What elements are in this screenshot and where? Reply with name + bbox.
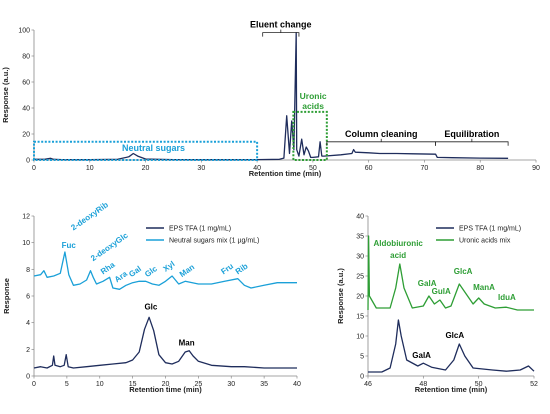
peak-label: 2-deoxyGlc — [89, 231, 130, 263]
peak-label: Rha — [99, 260, 117, 276]
y-axis-label: Response — [2, 278, 11, 314]
y-tick-label: 2 — [26, 347, 30, 354]
x-tick-label: 50 — [475, 381, 483, 388]
peak-label: Man — [178, 262, 196, 279]
y-axis-label: Response (a.u.) — [336, 268, 345, 324]
y-tick-label: 0 — [26, 158, 30, 165]
y-tick-label: 100 — [18, 28, 30, 35]
legend-entry: Neutral sugars mix (1 µg/mL) — [169, 238, 259, 245]
peak-label: GlcA — [445, 331, 464, 340]
x-tick-label: 20 — [162, 381, 170, 388]
peak-label: Aldobiuronic — [374, 239, 424, 248]
x-tick-label: 10 — [86, 165, 94, 172]
x-tick-label: 70 — [421, 165, 429, 172]
peak-label: acid — [390, 251, 406, 260]
x-tick-label: 0 — [32, 381, 36, 388]
x-axis-label: Retention time (min) — [415, 385, 488, 394]
y-tick-label: 0 — [360, 374, 364, 381]
y-tick-label: 40 — [356, 214, 364, 221]
region-box — [33, 140, 259, 162]
y-tick-label: 25 — [356, 274, 364, 281]
series-line-1 — [368, 319, 535, 373]
y-tick-label: 12 — [22, 214, 30, 221]
x-axis-label: Retention time (min) — [129, 385, 202, 394]
region-label: Neutral sugars — [122, 143, 185, 153]
y-tick-label: 20 — [356, 294, 364, 301]
peak-label: GulA — [432, 287, 451, 296]
y-tick-label: 10 — [356, 334, 364, 341]
y-axis-label: Response (a.u.) — [1, 67, 10, 123]
panel-bottom-right-chromatogram: 46 48 50 52 0 5 10 15 20 25 30 35 40 Retention time (… — [336, 214, 538, 395]
y-tick-label: 8 — [26, 267, 30, 274]
peak-label: 2-deoxyRib — [69, 200, 110, 232]
x-tick-label: 46 — [364, 381, 372, 388]
x-tick-label: 80 — [476, 165, 484, 172]
peak-label: GalA — [418, 279, 437, 288]
x-tick-label: 90 — [532, 165, 540, 172]
region-label: acids — [302, 101, 324, 111]
legend-entry: Uronic acids mix — [459, 238, 511, 245]
x-tick-label: 40 — [293, 381, 301, 388]
x-tick-label: 50 — [309, 165, 317, 172]
x-tick-label: 20 — [142, 165, 150, 172]
peak-label: ManA — [473, 283, 495, 292]
peak-label: GlcA — [454, 267, 473, 276]
series-line-2 — [33, 251, 297, 290]
x-tick-label: 30 — [227, 381, 235, 388]
peak-label: Glc — [143, 264, 159, 279]
region-box — [292, 110, 328, 161]
legend-entry: EPS TFA (1 mg/mL) — [169, 226, 231, 233]
series-line-1 — [33, 31, 509, 161]
series-line-2 — [367, 235, 534, 311]
y-tick-label: 35 — [356, 234, 364, 241]
x-tick-label: 35 — [260, 381, 268, 388]
series-line-1 — [33, 316, 297, 369]
peak-label: Glc — [144, 302, 157, 311]
panel-top-chromatogram: 0 10 20 30 40 50 60 70 80 90 0 20 40 60 80 100 Retention… — [1, 20, 540, 178]
legend-entry: EPS TFA (1 mg/mL) — [459, 226, 521, 233]
x-tick-label: 0 — [32, 165, 36, 172]
bracket-line — [435, 141, 509, 146]
x-tick-label: 10 — [96, 381, 104, 388]
x-tick-label: 40 — [253, 165, 261, 172]
y-tick-label: 15 — [356, 314, 364, 321]
x-tick-label: 60 — [365, 165, 373, 172]
region-label: Uronic — [300, 91, 327, 101]
y-tick-label: 6 — [26, 294, 30, 301]
peak-label: Fuc — [62, 241, 77, 250]
peak-label: Xyl — [161, 259, 176, 273]
bracket-line — [262, 32, 300, 37]
peak-label: Gal — [127, 264, 143, 279]
x-tick-label: 48 — [419, 381, 427, 388]
y-tick-label: 80 — [22, 54, 30, 61]
panel-bottom-left-chromatogram: 0 5 10 15 20 25 30 35 40 0 2 4 6 8 10 12 Retention time … — [2, 200, 301, 394]
x-tick-label: 52 — [530, 381, 538, 388]
bracket-label: Eluent change — [250, 20, 312, 30]
bracket-label: Column cleaning — [345, 129, 418, 139]
y-tick-label: 4 — [26, 320, 30, 327]
peak-label: Man — [179, 338, 195, 347]
bracket-label: Equilibration — [444, 129, 499, 139]
y-tick-label: 40 — [22, 106, 30, 113]
peak-label: GalA — [412, 351, 431, 360]
x-tick-label: 5 — [65, 381, 69, 388]
x-tick-label: 15 — [129, 381, 137, 388]
y-tick-label: 60 — [22, 80, 30, 87]
y-tick-label: 0 — [26, 374, 30, 381]
y-tick-label: 20 — [22, 132, 30, 139]
x-axis-label: Retention time (min) — [249, 169, 322, 178]
x-tick-label: 25 — [194, 381, 202, 388]
peak-label: Rib — [234, 261, 250, 276]
y-tick-label: 30 — [356, 254, 364, 261]
bracket-line — [326, 141, 436, 146]
peak-label: IduA — [498, 293, 516, 302]
y-tick-label: 10 — [22, 240, 30, 247]
y-tick-label: 5 — [360, 354, 364, 361]
x-tick-label: 30 — [197, 165, 205, 172]
